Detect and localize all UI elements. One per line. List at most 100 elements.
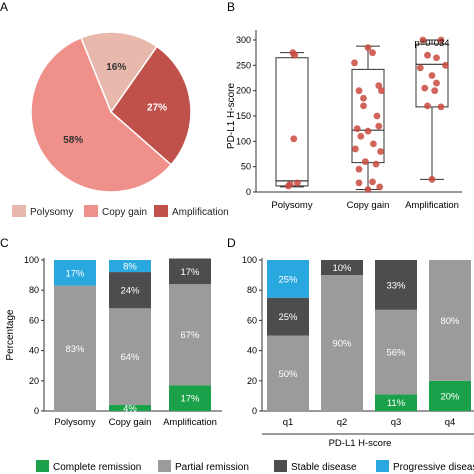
bar-data-label: 67% — [180, 330, 200, 341]
legend-label-polysomy: Polysomy — [30, 207, 73, 218]
bar-segment-complete-remission — [109, 404, 151, 411]
panel-label-d: D — [227, 236, 236, 250]
box — [275, 57, 309, 187]
bar-segment-partial-remission — [321, 275, 363, 411]
pie-slice-copy-gain — [30, 36, 173, 193]
data-point — [360, 102, 367, 110]
data-point — [375, 82, 383, 89]
y-tick-label-b: 250 — [236, 60, 251, 70]
data-point — [424, 102, 431, 110]
bar-segment-stable-disease — [169, 258, 211, 285]
bar-segment-partial-remission — [169, 284, 211, 386]
bar-data-label: 90% — [332, 339, 352, 350]
data-point — [364, 44, 372, 51]
y-tick-label-b: 50 — [241, 162, 251, 172]
bar-segment-partial-remission — [429, 260, 471, 381]
bar-segment-partial-remission — [109, 308, 151, 405]
bar-data-label: 56% — [386, 348, 406, 359]
y-tick-label-c: 0 — [34, 406, 39, 416]
x-tick-label-c: Polysomy — [54, 417, 95, 428]
bar-segment-partial-remission — [54, 285, 96, 411]
data-point — [376, 183, 384, 191]
bar-data-label: 33% — [386, 280, 406, 291]
data-point — [353, 125, 361, 133]
pie-slice-polysomy — [80, 31, 158, 114]
data-point — [360, 94, 367, 102]
x-tick-label-c: Copy gain — [109, 417, 152, 428]
pie-slice-amplification — [109, 45, 192, 166]
panel-a: A 16% 27% 58% Polysomy Copy gain Amplificatio… — [0, 0, 229, 218]
bar-data-label: 17% — [180, 267, 200, 278]
data-point — [372, 160, 380, 168]
data-point — [419, 36, 427, 44]
data-point — [294, 179, 301, 187]
y-tick-label-b: 150 — [236, 111, 251, 121]
pie-label-copy-gain: 58% — [63, 135, 83, 146]
legend-swatch-stable-disease — [274, 460, 287, 472]
data-point — [364, 127, 372, 135]
data-point — [352, 145, 359, 153]
bar-data-label: 8% — [123, 262, 137, 273]
data-point — [290, 135, 298, 143]
panel-label-c: C — [0, 236, 9, 250]
bar-segment-partial-remission — [375, 309, 417, 395]
panel-b: B 0 50 100 150 200 250 300 PD-L1 H-score Polysom… — [226, 0, 462, 211]
legend-swatch-polysomy — [12, 205, 26, 217]
x-tick-label-d: q2 — [337, 417, 348, 428]
legend-label-progressive-disease: Progressive disease — [393, 462, 474, 473]
bar-segment-complete-remission — [169, 385, 211, 411]
data-point — [437, 103, 445, 111]
y-axis-title-b: PD-L1 H-score — [226, 83, 237, 150]
y-tick-label-d: 60 — [247, 315, 257, 325]
y-tick-label-d: 40 — [247, 346, 257, 356]
y-tick-label-d: 80 — [247, 285, 257, 295]
y-tick-label-c: 60 — [29, 315, 39, 325]
data-point — [377, 148, 384, 155]
x-axis-title-d: PD-L1 H-score — [329, 438, 392, 449]
x-tick-label-b: Polysomy — [271, 200, 312, 211]
legend-label-amplification: Amplification — [172, 207, 229, 218]
y-axis-title-c: Percentage — [5, 309, 16, 361]
bar-data-label: 83% — [65, 344, 85, 355]
legend-swatch-copy-gain — [84, 205, 98, 217]
data-point — [431, 87, 439, 95]
bar-data-label: 20% — [440, 391, 460, 402]
legend-swatch-amplification — [154, 205, 168, 217]
bar-data-label: 64% — [120, 352, 140, 363]
bar-data-label: 11% — [387, 398, 406, 409]
panel-label-b: B — [227, 0, 235, 14]
bar-segment-complete-remission — [375, 394, 417, 411]
legend-label-copy-gain: Copy gain — [102, 207, 147, 218]
legend-swatch-progressive-disease — [376, 460, 389, 472]
y-tick-label-c: 80 — [29, 285, 39, 295]
bar-segment-stable-disease — [375, 260, 417, 310]
x-tick-label-b: Copy gain — [347, 200, 390, 211]
panel-label-a: A — [0, 0, 8, 14]
data-point — [437, 36, 445, 44]
data-point — [373, 112, 381, 120]
y-tick-label-d: 0 — [252, 406, 257, 416]
x-tick-label-d: q4 — [445, 417, 456, 428]
y-tick-label-b: 0 — [246, 187, 251, 197]
bar-segment-stable-disease — [321, 260, 363, 276]
pie-label-polysomy: 16% — [106, 62, 126, 73]
data-point — [285, 182, 292, 190]
y-tick-label-b: 200 — [236, 86, 251, 96]
data-point — [428, 175, 436, 183]
data-point — [370, 140, 377, 148]
legend-label-stable-disease: Stable disease — [291, 462, 357, 473]
data-point — [364, 186, 372, 193]
bar-data-label: 50% — [278, 369, 298, 380]
bar-segment-stable-disease — [109, 272, 151, 309]
data-point — [433, 54, 440, 62]
bottom-legend: Complete remission Partial remission Stabl… — [36, 460, 474, 473]
y-tick-label-c: 40 — [29, 346, 39, 356]
bar-data-label: 80% — [440, 316, 460, 327]
bar-segment-complete-remission — [429, 380, 471, 411]
x-tick-label-d: q3 — [391, 417, 402, 428]
legend-label-partial-remission: Partial remission — [175, 462, 249, 473]
legend-label-complete-remission: Complete remission — [53, 462, 141, 473]
data-point — [378, 87, 385, 95]
data-point — [351, 59, 358, 67]
legend-swatch-complete-remission — [36, 460, 49, 472]
